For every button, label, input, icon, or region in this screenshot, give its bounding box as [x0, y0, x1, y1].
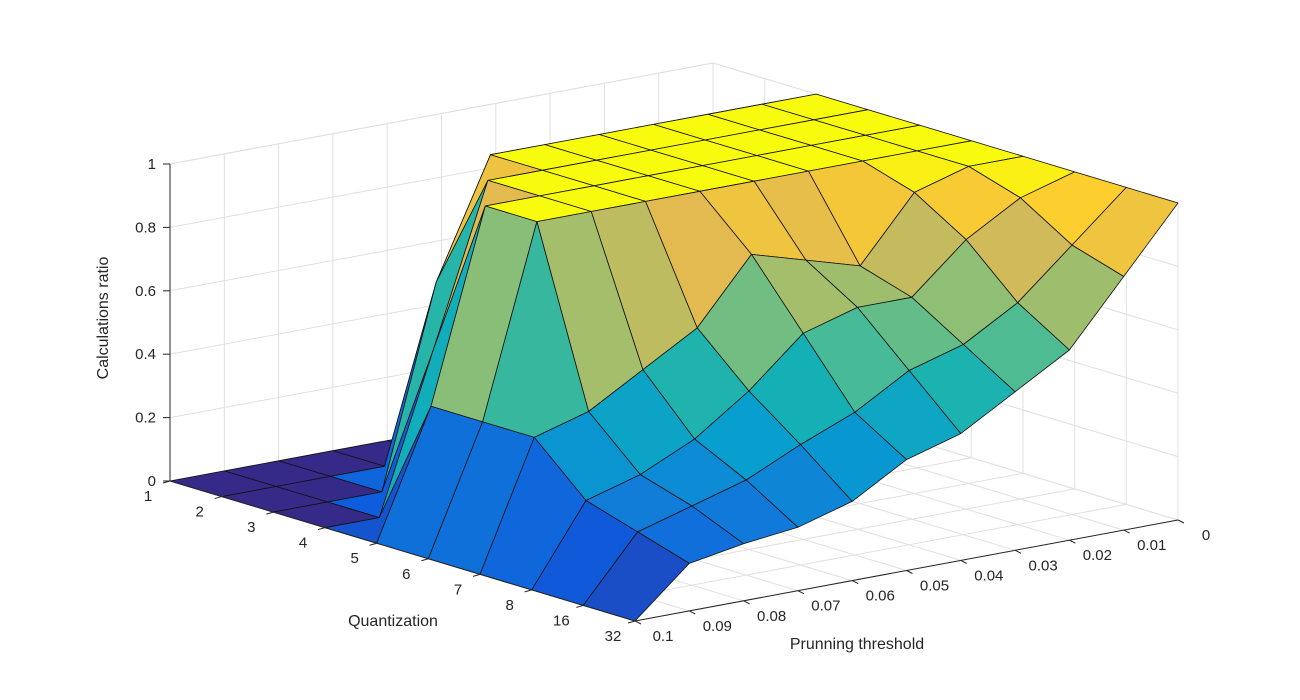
x-tick-mark — [576, 604, 584, 608]
x-tick-mark — [214, 496, 222, 500]
y-tick-label: 0.07 — [811, 598, 840, 615]
x-tick-mark — [317, 527, 326, 531]
y-tick-mark — [634, 620, 642, 625]
x-tick-mark — [627, 620, 636, 624]
x-tick-label: 8 — [505, 597, 513, 614]
x-tick-label: 6 — [402, 566, 410, 583]
y-tick-mark — [797, 590, 805, 595]
y-tick-label: 0.08 — [757, 608, 786, 625]
x-tick-label: 4 — [299, 535, 307, 552]
y-tick-label: 0.03 — [1028, 557, 1057, 574]
y-tick-mark — [1177, 519, 1185, 524]
z-tick-label: 1 — [148, 156, 156, 173]
y-tick-mark — [851, 580, 859, 585]
z-axis-label: Calculations ratio — [95, 257, 112, 380]
x-tick-mark — [266, 511, 274, 515]
z-tick-label: 0 — [148, 473, 156, 490]
x-tick-label: 2 — [195, 504, 203, 521]
y-tick-mark — [1123, 529, 1130, 534]
x-tick-label: 3 — [247, 519, 255, 536]
y-tick-mark — [1014, 549, 1022, 554]
y-tick-label: 0.05 — [920, 578, 949, 595]
axis-ticks: 0 0.2 0.4 0.6 0.8 1 1 2 3 4 5 6 7 8 16 32 0 0.01 0.02 0.03 0… — [135, 156, 1210, 645]
y-tick-mark — [960, 559, 968, 564]
x-axis-label: Quantization — [348, 613, 438, 630]
z-tick-label: 0.8 — [135, 219, 156, 236]
x-tick-label: 7 — [454, 581, 462, 598]
x-tick-label: 16 — [553, 612, 570, 629]
x-tick-mark — [162, 480, 171, 484]
surface-plot — [169, 93, 1179, 622]
z-tick-label: 0.4 — [135, 346, 156, 363]
y-tick-label: 0.04 — [974, 567, 1003, 584]
x-axis-line — [169, 480, 636, 622]
x-tick-label: 5 — [350, 550, 358, 567]
y-axis-label: Prunning threshold — [790, 636, 924, 653]
x-tick-mark — [369, 542, 377, 546]
y-tick-mark — [906, 570, 913, 574]
y-tick-label: 0 — [1202, 527, 1210, 544]
z-tick-label: 0.2 — [135, 410, 156, 427]
x-tick-mark — [421, 558, 429, 562]
y-tick-label: 0.09 — [703, 618, 732, 635]
y-tick-mark — [1069, 539, 1076, 544]
y-tick-label: 0.02 — [1083, 547, 1112, 564]
x-tick-mark — [524, 589, 532, 593]
z-tick-label: 0.6 — [135, 283, 156, 300]
y-tick-label: 0.01 — [1137, 537, 1166, 554]
x-tick-label: 32 — [605, 628, 622, 645]
y-tick-label: 0.06 — [866, 588, 895, 605]
x-tick-mark — [472, 573, 481, 577]
y-tick-mark — [689, 610, 696, 615]
y-tick-mark — [743, 600, 750, 605]
x-tick-label: 1 — [144, 488, 152, 505]
y-tick-label: 0.1 — [653, 628, 674, 645]
